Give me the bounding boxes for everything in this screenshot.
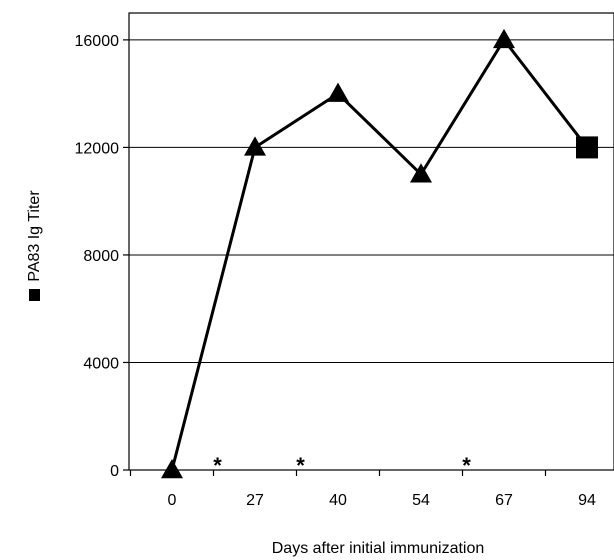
data-point-triangle bbox=[327, 82, 349, 102]
y-tick-label: 16000 bbox=[75, 33, 120, 50]
x-tick-label: 27 bbox=[246, 492, 264, 509]
data-point-triangle bbox=[244, 136, 266, 156]
y-tick-label: 8000 bbox=[83, 248, 119, 265]
x-tick-label: 40 bbox=[329, 492, 347, 509]
x-tick-label: 67 bbox=[495, 492, 513, 509]
series bbox=[161, 28, 598, 479]
y-axis-ticks: 0 4000 8000 12000 16000 bbox=[75, 33, 129, 480]
data-point-square bbox=[576, 136, 598, 159]
y-tick-label: 12000 bbox=[75, 140, 120, 157]
series-line bbox=[170, 37, 589, 471]
significance-asterisk: * bbox=[296, 453, 305, 478]
data-point-triangle bbox=[161, 459, 183, 479]
y-axis-label: PA83 Ig Titer bbox=[26, 190, 43, 282]
plot-area-frame bbox=[128, 12, 614, 471]
significance-asterisk: * bbox=[213, 453, 222, 478]
x-axis-label: Days after initial immunization bbox=[272, 540, 485, 557]
data-point-triangle bbox=[410, 163, 432, 183]
x-tick-label: 0 bbox=[168, 492, 177, 509]
y-axis-label-legend-marker bbox=[29, 289, 40, 301]
y-tick-label: 4000 bbox=[83, 355, 119, 372]
x-tick-label: 94 bbox=[578, 492, 596, 509]
x-tick-label: 54 bbox=[412, 492, 430, 509]
x-axis-ticks: 0 27 40 54 67 94 bbox=[129, 470, 596, 509]
annotations: * * * bbox=[213, 453, 471, 478]
significance-asterisk: * bbox=[462, 453, 471, 478]
gridlines bbox=[129, 39, 614, 363]
data-point-triangle bbox=[493, 28, 515, 49]
y-tick-label: 0 bbox=[110, 463, 119, 480]
